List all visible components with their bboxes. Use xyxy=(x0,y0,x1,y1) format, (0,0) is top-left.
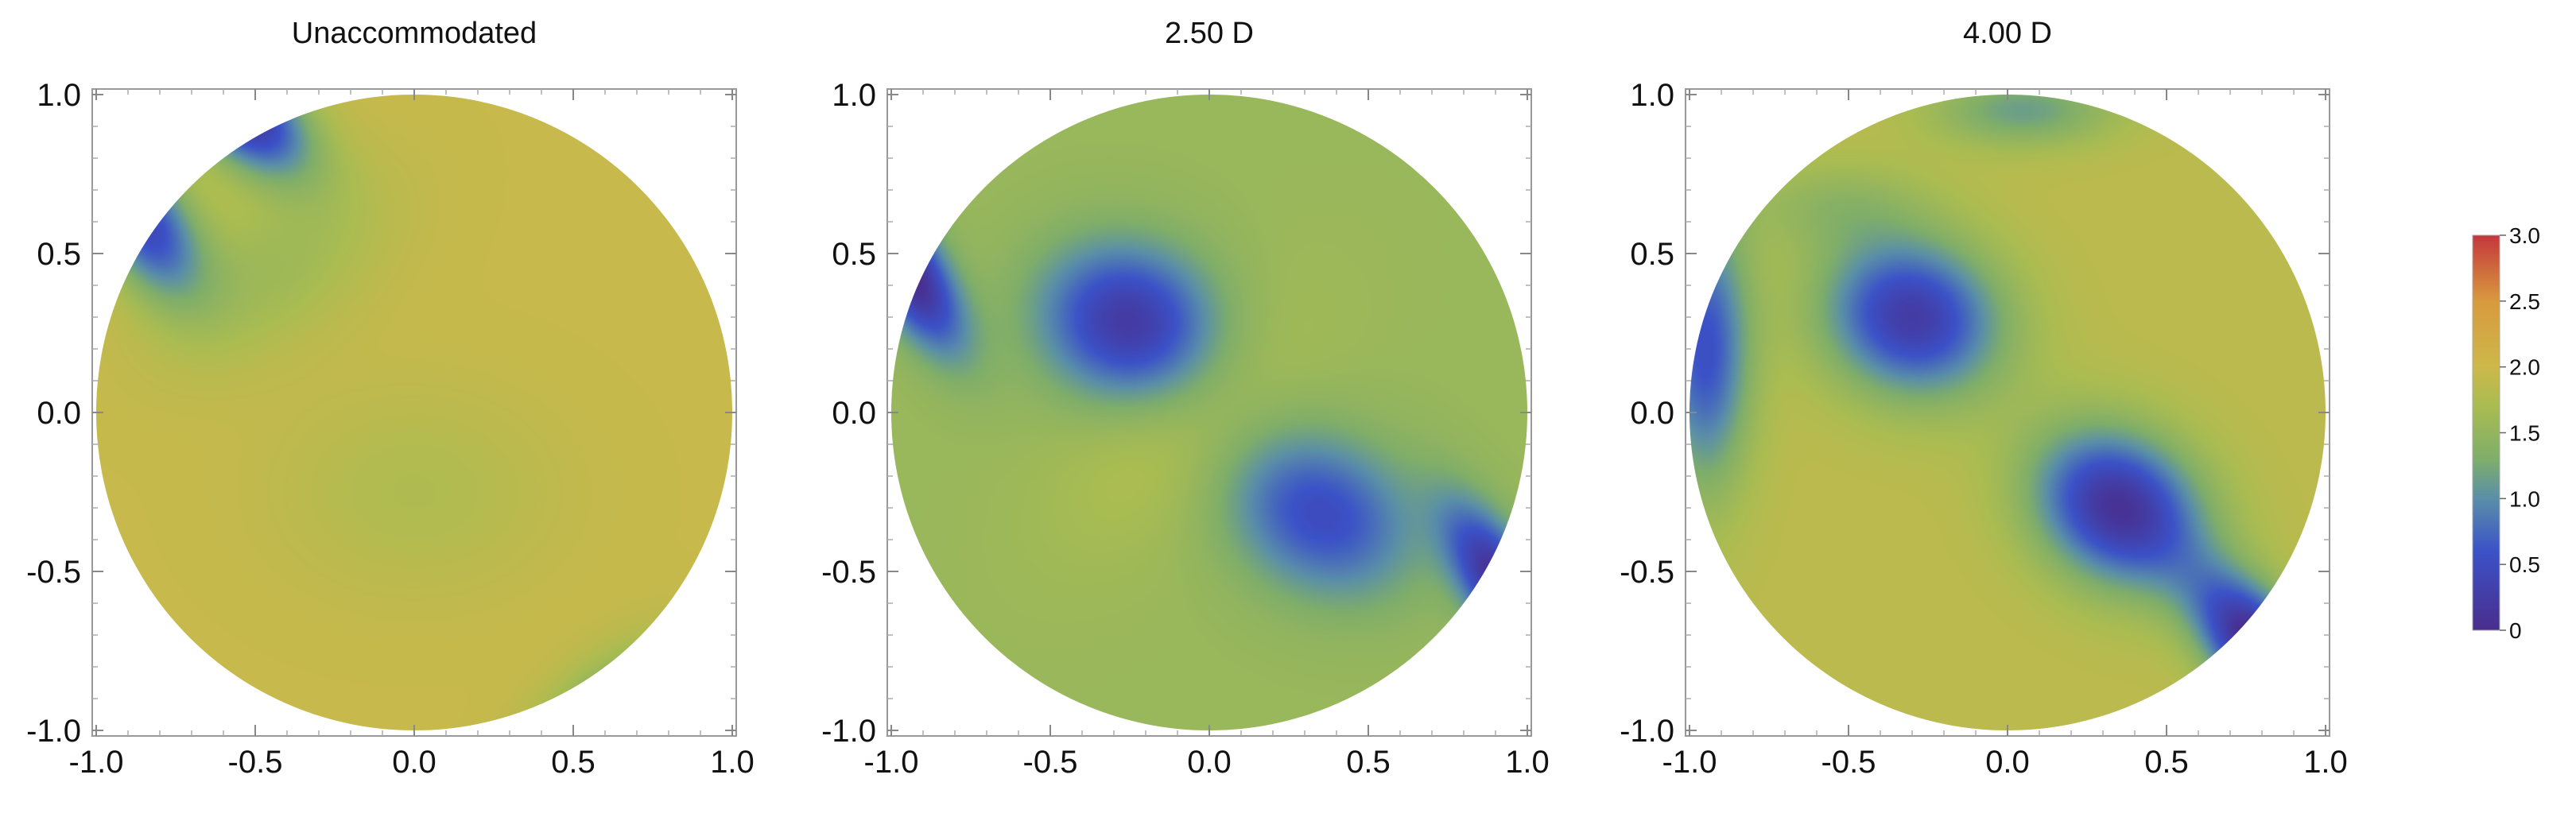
y-tick-label: 0.0 xyxy=(832,396,876,431)
y-tick-label: 1.0 xyxy=(1630,78,1674,113)
colorbar-tick-label: 3.0 xyxy=(2509,223,2540,248)
x-tick-label: -1.0 xyxy=(864,745,919,780)
colorbar: 3.0 2.5 2.0 1.5 1.0 0.5 0 xyxy=(2472,223,2540,643)
x-tick-label: -0.5 xyxy=(1023,745,1078,780)
x-tick-label: 0.5 xyxy=(1346,745,1391,780)
heatmap-disc xyxy=(1690,95,2326,730)
colorbar-tick-label: 2.0 xyxy=(2509,355,2540,380)
y-tick-label: -0.5 xyxy=(1620,555,1674,590)
x-tick-label: -0.5 xyxy=(228,745,283,780)
x-tick-label: 1.0 xyxy=(1505,745,1550,780)
panel-3: -1.0 -0.5 0.0 0.5 1.0 1.0 0.5 0.0 -0.5 -1.0 4.00 D xyxy=(1620,17,2348,780)
panel-2: -1.0 -0.5 0.0 0.5 1.0 1.0 0.5 0.0 -0.5 -1.0 2.50 D xyxy=(821,17,1550,780)
x-tick-label: 0.0 xyxy=(1985,745,2030,780)
y-tick-label: -0.5 xyxy=(26,555,81,590)
colorbar-tick-label: 0.5 xyxy=(2509,552,2540,577)
x-tick-label: 0.0 xyxy=(1187,745,1232,780)
y-tick-label: 0.5 xyxy=(1630,237,1674,272)
colorbar-tick-label: 0 xyxy=(2509,618,2522,643)
colorbar-gradient xyxy=(2472,234,2500,631)
y-tick-label: -1.0 xyxy=(821,714,876,749)
y-tick-label: -1.0 xyxy=(26,714,81,749)
y-tick-label: 0.0 xyxy=(1630,396,1674,431)
x-tick-label: 0.5 xyxy=(551,745,596,780)
y-tick-label: 0.5 xyxy=(832,237,876,272)
panel-1: -1.0 -0.5 0.0 0.5 1.0 1.0 0.5 0.0 -0.5 -1.0 Unacco… xyxy=(26,17,755,780)
heatmap-disc xyxy=(96,95,732,730)
y-tick-label: 0.5 xyxy=(37,237,81,272)
y-tick-label: -0.5 xyxy=(821,555,876,590)
y-tick-label: 1.0 xyxy=(832,78,876,113)
colorbar-tick-label: 1.5 xyxy=(2509,421,2540,446)
x-tick-label: -1.0 xyxy=(1662,745,1717,780)
x-tick-label: 0.5 xyxy=(2144,745,2189,780)
panel-title: 4.00 D xyxy=(1963,17,2052,50)
x-tick-label: -0.5 xyxy=(1821,745,1876,780)
y-tick-label: 0.0 xyxy=(37,396,81,431)
colorbar-tick-label: 1.0 xyxy=(2509,486,2540,511)
panel-title: Unaccommodated xyxy=(292,17,537,50)
x-tick-label: 1.0 xyxy=(710,745,755,780)
panels: -1.0 -0.5 0.0 0.5 1.0 1.0 0.5 0.0 -0.5 -1.0 Unacco… xyxy=(26,17,2348,780)
heatmap-disc xyxy=(891,95,1527,730)
panel-title: 2.50 D xyxy=(1165,17,1254,50)
colorbar-tick-label: 2.5 xyxy=(2509,289,2540,314)
x-tick-label: -1.0 xyxy=(69,745,124,780)
x-tick-label: 1.0 xyxy=(2303,745,2348,780)
x-tick-label: 0.0 xyxy=(392,745,436,780)
y-tick-label: 1.0 xyxy=(37,78,81,113)
y-tick-label: -1.0 xyxy=(1620,714,1674,749)
